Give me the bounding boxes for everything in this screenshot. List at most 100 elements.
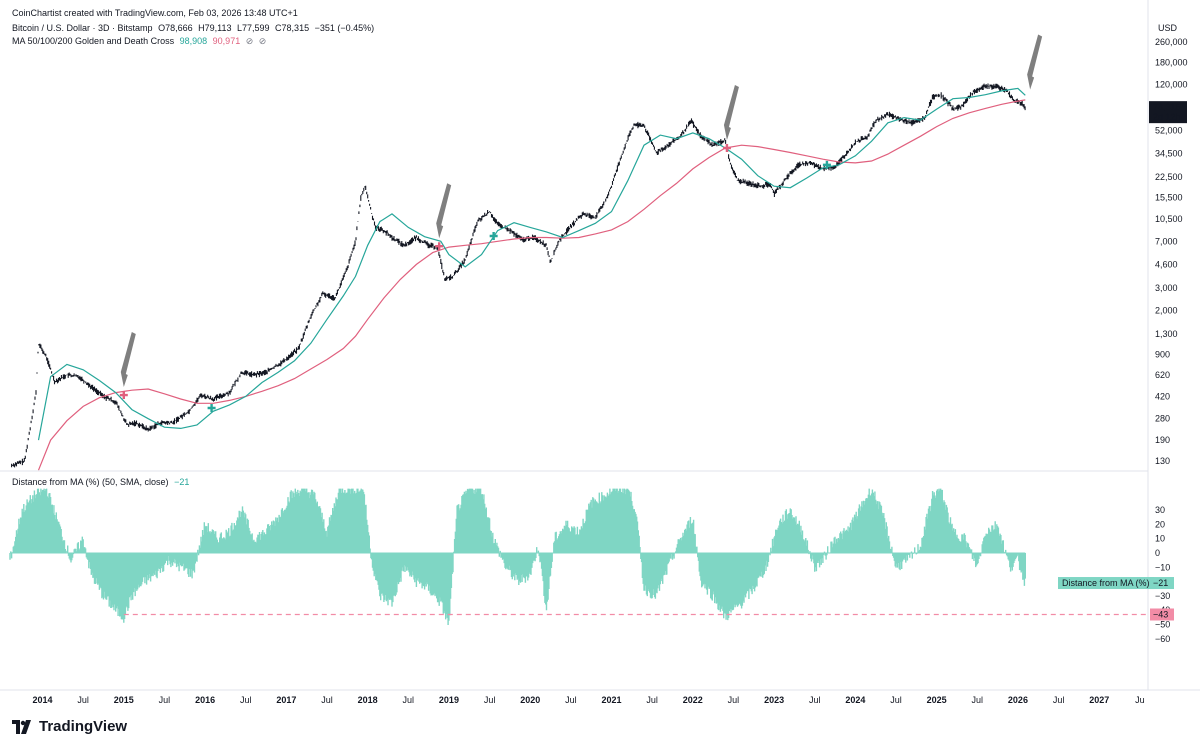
- time-axis-tick: 2016: [195, 695, 215, 705]
- histogram-axis-tick: −30: [1155, 591, 1170, 601]
- price-axis-tick: 280: [1155, 414, 1170, 424]
- price-axis-tick: 130: [1155, 456, 1170, 466]
- annotation-arrow: [1027, 34, 1043, 90]
- ohlc-close: C78,315: [275, 23, 310, 33]
- ma-fast-value: 98,908: [179, 36, 208, 46]
- price-axis-tick: 34,500: [1155, 148, 1183, 158]
- annotation-arrow: [436, 183, 452, 239]
- indicator-label: MA 50/100/200 Golden and Death Cross: [12, 36, 175, 46]
- price-axis-tick: 120,000: [1155, 80, 1188, 90]
- histogram-axis-tick: −50: [1155, 620, 1170, 630]
- time-axis-tick: 2025: [927, 695, 947, 705]
- histogram-axis-tick: −60: [1155, 634, 1170, 644]
- histogram-legend-pill: [1058, 577, 1154, 590]
- credit-line: CoinChartist created with TradingView.co…: [12, 8, 301, 18]
- price-axis-tick: 190: [1155, 435, 1170, 445]
- ohlc-open: O78,666: [158, 23, 193, 33]
- histogram-axis-tick: 0: [1155, 548, 1160, 558]
- time-axis-tick: Jul: [484, 695, 496, 705]
- ohlc-change: −351 (−0.45%): [314, 23, 375, 33]
- price-axis-tick: 180,000: [1155, 57, 1188, 67]
- histogram-axis-tick: 20: [1155, 519, 1165, 529]
- time-axis-tick: Jul: [972, 695, 984, 705]
- sub-indicator-label: Distance from MA (%) (50, SMA, close): [12, 477, 169, 487]
- price-axis-tick: 10,500: [1155, 214, 1183, 224]
- golden-cross-marker: [822, 160, 831, 169]
- tradingview-logo[interactable]: TradingView: [12, 718, 127, 735]
- time-axis-tick: 2024: [845, 695, 865, 705]
- sub-indicator-value: −21: [174, 477, 190, 487]
- time-axis-tick: 2023: [764, 695, 784, 705]
- tradingview-logo-text: TradingView: [39, 718, 128, 735]
- time-axis-tick: Jul: [565, 695, 577, 705]
- price-axis-tick: 620: [1155, 370, 1170, 380]
- histogram-current-pill: [1150, 577, 1174, 590]
- ohlc-low: L77,599: [236, 23, 270, 33]
- price-axis-tick: 7,000: [1155, 236, 1178, 246]
- time-axis-tick: 2027: [1089, 695, 1109, 705]
- time-axis-tick: 2015: [114, 695, 134, 705]
- time-axis-tick: 2017: [276, 695, 296, 705]
- histogram-axis-tick: 30: [1155, 505, 1165, 515]
- time-axis-tick: Jul: [403, 695, 415, 705]
- death-cross-marker: [119, 391, 128, 400]
- time-axis-tick: Jul: [646, 695, 658, 705]
- current-price-label: [1149, 101, 1187, 124]
- current-price-value: 78,315: [1153, 102, 1181, 112]
- ma-slow-value: 90,971: [212, 36, 241, 46]
- price-axis-tick: 15,500: [1155, 192, 1183, 202]
- price-axis-tick: 52,000: [1155, 126, 1183, 136]
- time-axis-tick: 2014: [32, 695, 52, 705]
- price-axis-tick: 3,000: [1155, 283, 1178, 293]
- golden-cross-marker: [207, 404, 216, 413]
- time-axis-tick: Jul: [159, 695, 171, 705]
- tradingview-logo-icon: [12, 719, 31, 734]
- time-axis-tick: Jul: [321, 695, 333, 705]
- reference-value-label: −43: [1153, 609, 1168, 619]
- golden-cross-marker: [489, 232, 498, 241]
- settings-icon[interactable]: ⊘: [258, 36, 267, 46]
- ma-fast-line[interactable]: [37, 87, 1026, 441]
- time-axis-tick: Ju: [1135, 695, 1145, 705]
- symbol-line: Bitcoin / U.S. Dollar · 3D · Bitstamp O7…: [12, 23, 377, 33]
- reference-value-pill: [1150, 608, 1174, 621]
- price-axis-tick: 900: [1155, 349, 1170, 359]
- price-axis-tick: 420: [1155, 391, 1170, 401]
- current-price-countdown: 2d 12h: [1153, 112, 1181, 122]
- histogram-current-value: −21: [1153, 578, 1168, 588]
- annotation-arrow: [723, 85, 739, 141]
- sub-indicator-line[interactable]: Distance from MA (%) (50, SMA, close) −2…: [12, 477, 192, 487]
- ma-slow-line[interactable]: [37, 99, 1026, 471]
- indicator-line[interactable]: MA 50/100/200 Golden and Death Cross 98,…: [12, 36, 269, 47]
- price-axis-tick: 1,300: [1155, 329, 1178, 339]
- time-axis-tick: 2020: [520, 695, 540, 705]
- histogram-axis-tick: −10: [1155, 562, 1170, 572]
- time-axis-tick: 2021: [601, 695, 621, 705]
- credit-text: CoinChartist created with TradingView.co…: [12, 8, 298, 18]
- time-axis-tick: 2018: [358, 695, 378, 705]
- distance-histogram[interactable]: [9, 488, 1026, 625]
- price-axis-tick: 4,600: [1155, 259, 1178, 269]
- time-axis-tick: 2026: [1008, 695, 1028, 705]
- price-candles[interactable]: [11, 83, 1026, 468]
- time-axis-tick: Jul: [1053, 695, 1065, 705]
- price-axis-currency: USD: [1158, 23, 1178, 33]
- histogram-legend-label: Distance from MA (%): [1062, 578, 1150, 588]
- time-axis-tick: Jul: [77, 695, 89, 705]
- time-axis-tick: Jul: [240, 695, 252, 705]
- price-axis-tick: 260,000: [1155, 37, 1188, 47]
- symbol-title: Bitcoin / U.S. Dollar · 3D · Bitstamp: [12, 23, 153, 33]
- time-axis-tick: 2022: [683, 695, 703, 705]
- time-axis-tick: Jul: [728, 695, 740, 705]
- death-cross-marker: [722, 144, 731, 153]
- ohlc-high: H79,113: [198, 23, 232, 33]
- histogram-axis-tick: 10: [1155, 534, 1165, 544]
- death-cross-marker: [435, 242, 444, 251]
- eye-off-icon[interactable]: ⊘: [245, 36, 254, 46]
- annotation-arrow: [120, 332, 136, 388]
- price-axis-tick: 22,500: [1155, 172, 1183, 182]
- time-axis-tick: Jul: [809, 695, 821, 705]
- time-axis-tick: Jul: [890, 695, 902, 705]
- price-axis-tick: 2,000: [1155, 305, 1178, 315]
